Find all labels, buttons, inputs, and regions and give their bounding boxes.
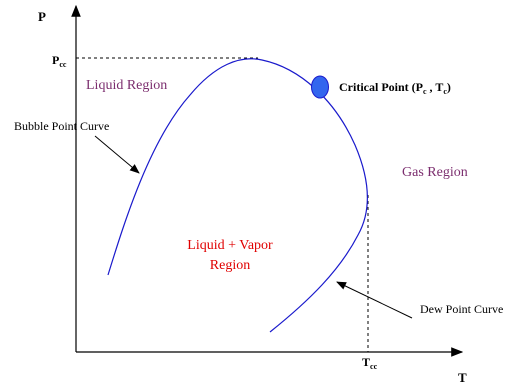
x-axis-label: T xyxy=(458,370,467,385)
dew-label: Dew Point Curve xyxy=(420,302,503,316)
cp-text: Critical Point (P xyxy=(339,80,423,94)
two-phase-line-2: Region xyxy=(210,258,250,273)
cp-sub: c xyxy=(423,87,427,96)
tcc-sub: cc xyxy=(370,362,378,371)
y-axis-label: P xyxy=(38,9,46,24)
critical-label: Critical Point (Pc , Tc) xyxy=(339,80,451,96)
critical-point xyxy=(311,75,329,99)
cp-text: , T xyxy=(427,80,444,94)
pcc-label: Pcc xyxy=(52,53,67,69)
tcc-label: Tcc xyxy=(362,355,378,371)
pcc-sub: cc xyxy=(59,60,67,69)
cp-sub: c xyxy=(443,87,447,96)
cp-text: ) xyxy=(447,80,451,94)
pcc-base: P xyxy=(52,53,59,67)
liquid-region: Liquid Region xyxy=(86,78,167,93)
two-phase-line-1: Liquid + Vapor xyxy=(187,238,273,253)
bubble-arrow xyxy=(94,135,140,174)
gas-region: Gas Region xyxy=(402,165,468,180)
tcc-base: T xyxy=(362,355,370,369)
bubble-label: Bubble Point Curve xyxy=(14,119,109,133)
phase-envelope xyxy=(107,58,368,333)
dew-arrow xyxy=(336,281,413,319)
